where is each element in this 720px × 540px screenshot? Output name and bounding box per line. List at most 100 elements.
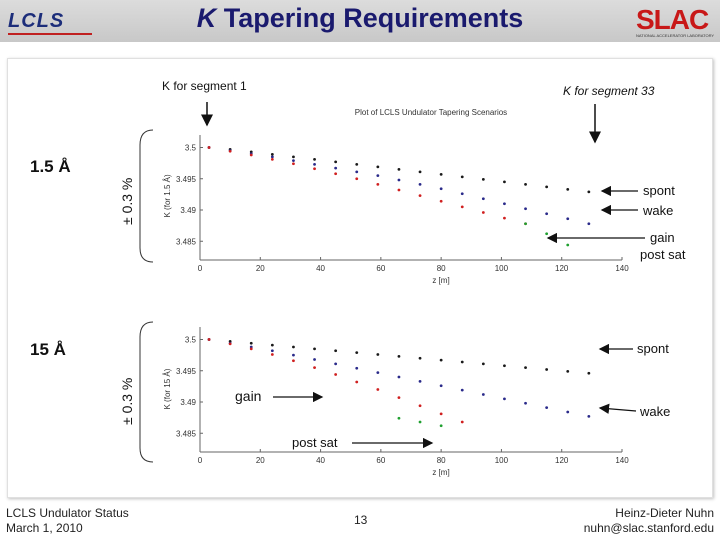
- top-series-0-point: [355, 162, 359, 166]
- bottom-series-2-point: [376, 388, 380, 391]
- bottom-series-0-point: [545, 368, 549, 371]
- bottom-x-tick-label: 120: [555, 456, 569, 465]
- top-series-0-point: [566, 187, 570, 191]
- top-series-2-point: [228, 149, 232, 153]
- top-series-2-point: [334, 172, 338, 176]
- bottom-series-1-point: [418, 379, 422, 383]
- top-series-2-point: [418, 194, 422, 198]
- bottom-series-0-point: [334, 349, 338, 353]
- bottom-x-tick-label: 20: [256, 456, 265, 465]
- top-series-3-point: [545, 232, 549, 236]
- slac-logo: SLAC: [636, 4, 709, 35]
- bottom-x-tick-label: 0: [198, 456, 203, 465]
- top-series-1-point: [292, 159, 295, 163]
- bottom-series-2-point: [460, 420, 464, 424]
- bottom-x-tick-label: 100: [495, 456, 509, 465]
- footer-author: Heinz-Dieter Nuhn: [615, 506, 714, 520]
- bottom-series-1-point: [587, 414, 591, 418]
- bottom-series-0-point: [249, 341, 253, 345]
- bottom-y-axis-label: K (for 15 Å): [163, 368, 172, 409]
- bottom-series-1-point: [545, 406, 549, 410]
- top-series-1-point: [397, 178, 401, 182]
- bottom-series-1-point: [292, 353, 295, 357]
- bottom-series-1-point: [376, 371, 380, 375]
- top-chart-title: Plot of LCLS Undulator Tapering Scenario…: [355, 108, 507, 117]
- bottom-series-1-point: [503, 397, 506, 401]
- bottom-series-0-point: [439, 358, 443, 362]
- top-series-1-point: [460, 192, 464, 196]
- top-series-1-point: [376, 174, 380, 178]
- k-segment-33-label: K for segment 33: [563, 84, 655, 98]
- slide-title: K Tapering Requirements: [0, 3, 720, 34]
- bottom-wake-label: wake: [639, 404, 670, 419]
- top-x-tick-label: 140: [615, 264, 629, 273]
- top-series-0-point: [503, 180, 506, 184]
- top-series-2-point: [439, 199, 443, 203]
- top-series-0-point: [545, 185, 549, 189]
- bottom-series-0-point: [481, 362, 485, 366]
- top-series-1-point: [524, 207, 527, 211]
- bottom-series-2-point: [334, 373, 338, 376]
- top-series-2-point: [481, 211, 485, 214]
- bottom-tolerance-label: ± 0.3 %: [119, 378, 135, 425]
- top-x-tick-label: 100: [495, 264, 509, 273]
- top-x-tick-label: 120: [555, 264, 569, 273]
- top-y-tick-label: 3.495: [176, 175, 197, 184]
- top-series-2-point: [397, 188, 401, 192]
- bottom-series-1-point: [439, 384, 443, 388]
- top-series-1-point: [503, 202, 506, 206]
- title-k: K: [196, 3, 217, 33]
- bottom-y-tick-label: 3.485: [176, 429, 197, 438]
- top-series-0-point: [376, 165, 380, 169]
- bottom-series-3-point: [439, 424, 443, 428]
- bottom-series-0-point: [566, 369, 570, 373]
- page-number: 13: [354, 513, 368, 527]
- title-rest: Tapering Requirements: [216, 3, 524, 33]
- bottom-series-2-point: [439, 412, 443, 416]
- top-y-axis-label: K (for 1.5 Å): [163, 174, 172, 217]
- bottom-series-0-point: [376, 353, 380, 356]
- top-series-0-point: [270, 152, 274, 156]
- bottom-series-1-point: [566, 410, 570, 414]
- top-series-1-point: [545, 212, 549, 216]
- top-x-tick-label: 60: [376, 264, 385, 273]
- footer-date: March 1, 2010: [6, 521, 83, 535]
- slide-header: [0, 0, 720, 42]
- footer-talk-title: LCLS Undulator Status: [6, 506, 129, 520]
- top-tolerance-bracket: [139, 129, 154, 263]
- bottom-x-tick-label: 80: [437, 456, 446, 465]
- bottom-series-1-point: [313, 358, 316, 361]
- top-series-2-point: [460, 205, 464, 209]
- bottom-series-0-point: [418, 356, 422, 360]
- top-series-1-point: [566, 217, 570, 221]
- top-wake-label: wake: [642, 203, 673, 218]
- footer-email: nuhn@slac.stanford.edu: [583, 521, 714, 535]
- top-tolerance-label: ± 0.3 %: [119, 178, 135, 225]
- bottom-wavelength-label: 15 Å: [30, 340, 66, 359]
- top-series-2-point: [270, 157, 274, 161]
- slac-logo-subtitle: NATIONAL ACCELERATOR LABORATORY: [636, 33, 715, 38]
- bottom-series-1-point: [481, 393, 485, 396]
- bottom-series-1-point: [355, 366, 359, 370]
- top-series-0-point: [292, 155, 295, 159]
- top-series-2-point: [376, 182, 380, 186]
- bottom-x-axis-label: z [m]: [432, 468, 449, 477]
- bottom-series-2-point: [292, 359, 295, 363]
- bottom-series-1-point: [397, 375, 401, 379]
- top-x-tick-label: 80: [437, 264, 446, 273]
- bottom-y-tick-label: 3.5: [185, 336, 197, 345]
- top-series-2-point: [355, 177, 359, 181]
- lcls-logo-underline: [8, 33, 92, 35]
- top-series-1-point: [313, 162, 316, 166]
- top-x-tick-label: 40: [316, 264, 325, 273]
- top-series-0-point: [439, 172, 443, 176]
- top-series-0-point: [397, 167, 401, 171]
- bottom-post-sat-label: post sat: [292, 435, 338, 450]
- bottom-series-0-point: [292, 345, 295, 349]
- top-x-tick-label: 20: [256, 264, 265, 273]
- bottom-series-0-point: [270, 343, 274, 347]
- top-series-2-point: [292, 162, 295, 166]
- top-series-0-point: [334, 160, 338, 164]
- bottom-x-tick-label: 60: [376, 456, 385, 465]
